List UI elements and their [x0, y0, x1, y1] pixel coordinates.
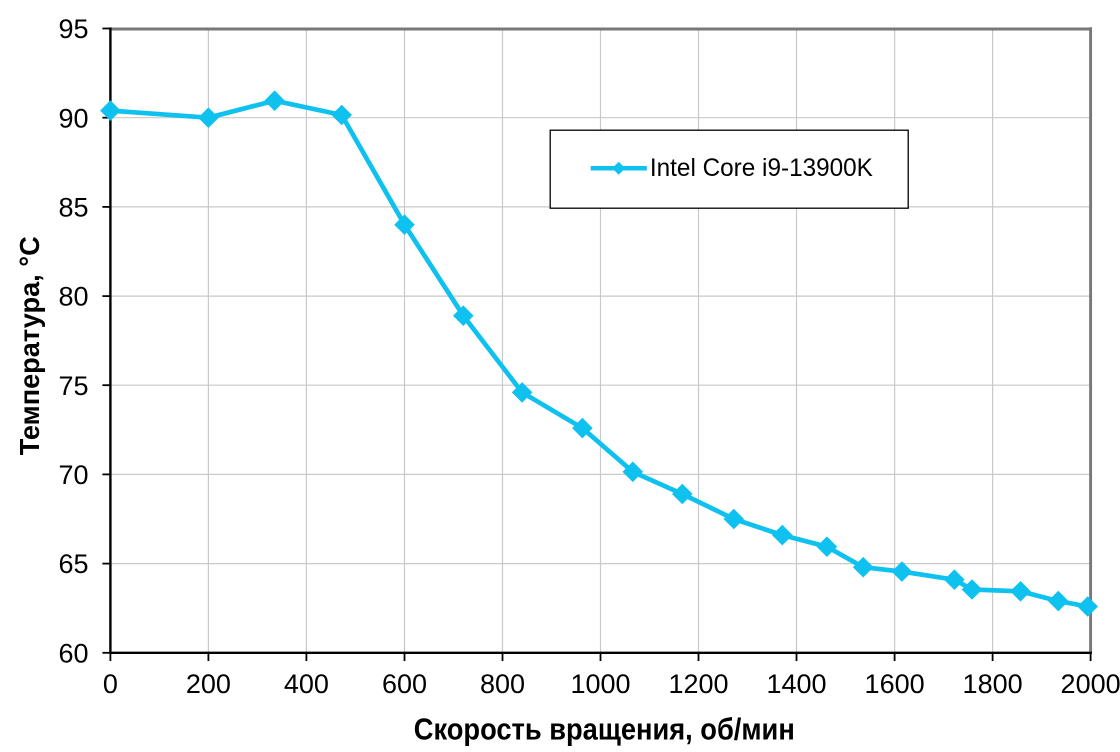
- svg-text:400: 400: [284, 669, 329, 699]
- svg-text:1600: 1600: [865, 669, 925, 699]
- svg-text:1000: 1000: [570, 669, 630, 699]
- svg-text:Температура, °C: Температура, °C: [14, 236, 45, 455]
- svg-text:75: 75: [58, 371, 88, 401]
- svg-text:90: 90: [58, 103, 88, 133]
- svg-text:1200: 1200: [668, 669, 728, 699]
- svg-text:95: 95: [58, 14, 88, 44]
- svg-text:85: 85: [58, 193, 88, 223]
- svg-text:60: 60: [58, 638, 88, 668]
- svg-text:1400: 1400: [766, 669, 826, 699]
- svg-text:800: 800: [480, 669, 525, 699]
- svg-text:Скорость вращения, об/мин: Скорость вращения, об/мин: [414, 712, 795, 747]
- svg-text:2000: 2000: [1061, 669, 1120, 699]
- svg-text:65: 65: [58, 549, 88, 579]
- svg-text:0: 0: [103, 669, 118, 699]
- svg-text:1800: 1800: [963, 669, 1023, 699]
- svg-text:200: 200: [186, 669, 231, 699]
- svg-text:600: 600: [382, 669, 427, 699]
- svg-text:70: 70: [58, 460, 88, 490]
- svg-text:80: 80: [58, 282, 88, 312]
- svg-text:Intel Core i9-13900K: Intel Core i9-13900K: [650, 154, 873, 182]
